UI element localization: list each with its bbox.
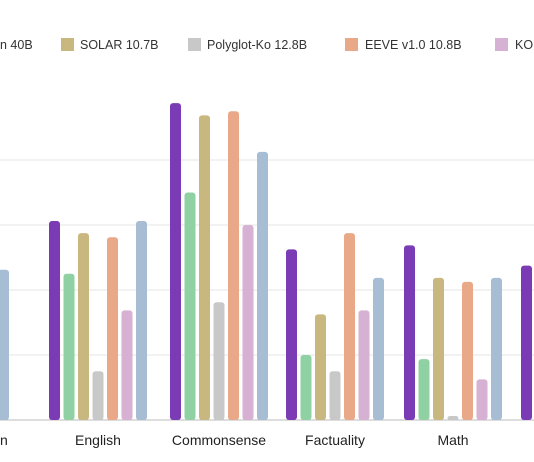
x-tick-label: Factuality [305,432,365,448]
bar [329,371,341,420]
x-tick-label: Math [437,432,468,448]
legend-swatch [61,38,74,51]
bar [315,314,326,420]
bar [63,273,75,420]
legend-swatch [345,38,358,51]
bar [433,277,444,420]
legend: n 40B SOLAR 10.7B Polyglot-Ko 12.8B EEVE v1… [0,38,533,52]
bar [404,245,415,420]
bar [92,371,104,420]
bar [344,233,355,420]
bar [521,265,532,420]
bar [257,151,268,420]
bar [300,355,312,420]
legend-swatch [188,38,201,51]
bar [358,310,370,420]
bar [184,192,196,420]
bar [491,277,502,420]
bar [0,269,9,420]
bar [49,220,60,420]
x-tick-labels: n English Commonsense Factuality Math [0,432,469,448]
bar [418,359,430,420]
bar [476,379,488,420]
bar [213,302,225,420]
x-tick-label: English [75,432,121,448]
legend-label: KO [515,38,533,52]
bar [121,310,133,420]
legend-label: SOLAR 10.7B [80,38,159,52]
bar [199,115,210,420]
bars-group [0,103,532,420]
bar [373,277,384,420]
bar [136,220,147,420]
legend-swatch [495,38,508,51]
legend-label: Polyglot-Ko 12.8B [207,38,307,52]
x-tick-label: Commonsense [172,432,266,448]
x-tick-label: n [0,432,8,448]
bar [107,237,118,420]
bar [286,249,297,420]
bar [242,225,254,420]
bar [462,281,473,420]
bar [228,111,239,420]
bar [170,103,181,420]
legend-label: n 40B [0,38,33,52]
bar [78,233,89,420]
bar [447,415,459,420]
legend-label: EEVE v1.0 10.8B [365,38,462,52]
